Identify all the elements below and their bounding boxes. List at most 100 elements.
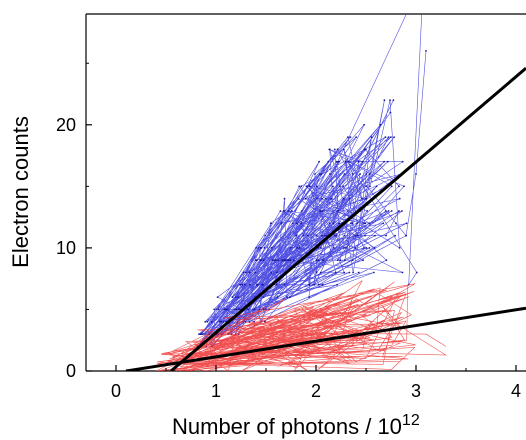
blue-series-point xyxy=(297,197,300,200)
blue-series-point xyxy=(362,259,364,262)
blue-series-point xyxy=(314,173,316,175)
blue-series-point xyxy=(401,210,403,212)
blue-series-point xyxy=(390,210,393,212)
blue-series-point xyxy=(288,259,290,262)
blue-series-point xyxy=(356,234,359,237)
blue-series-point xyxy=(365,173,368,175)
blue-series-point xyxy=(358,160,360,163)
blue-series-point xyxy=(263,247,266,249)
blue-series-point xyxy=(360,197,363,200)
blue-series-point xyxy=(338,160,341,163)
blue-series-point xyxy=(330,197,333,200)
blue-series-point xyxy=(374,234,376,237)
blue-series-point xyxy=(383,99,386,102)
blue-series-point xyxy=(322,259,324,262)
blue-series-point xyxy=(351,259,354,262)
blue-series-point xyxy=(223,308,226,311)
blue-series-point xyxy=(283,197,286,200)
blue-series-point xyxy=(271,247,273,249)
blue-series-line xyxy=(197,14,427,347)
blue-series-point xyxy=(274,259,277,262)
blue-series-point xyxy=(283,283,286,286)
axes: 0 1 2 3 4 0 10 20 xyxy=(56,62,521,401)
blue-series-point xyxy=(365,247,368,249)
blue-series-point xyxy=(257,247,260,249)
blue-series-point xyxy=(307,234,309,237)
blue-series-point xyxy=(365,197,368,200)
blue-series-point xyxy=(392,99,395,102)
blue-series-point xyxy=(395,222,397,225)
blue-series-point xyxy=(389,99,391,102)
blue-series-point xyxy=(329,173,331,175)
blue-series-point xyxy=(384,136,387,139)
blue-series-point xyxy=(385,234,387,237)
blue-series-point xyxy=(336,283,338,286)
x-axis-title: Number of photons / 1012 xyxy=(172,412,420,439)
blue-series-point xyxy=(316,197,318,200)
blue-series-point xyxy=(321,234,323,237)
blue-series-point xyxy=(390,136,392,139)
blue-series-point xyxy=(241,283,244,286)
blue-series-point xyxy=(359,173,361,175)
blue-series-point xyxy=(269,222,272,225)
blue-series-point xyxy=(383,160,385,163)
blue-series-point xyxy=(349,222,352,225)
blue-series-point xyxy=(295,234,298,237)
blue-series-point xyxy=(333,234,336,237)
blue-series-point xyxy=(226,308,229,311)
blue-series-point xyxy=(363,247,365,249)
blue-series-point xyxy=(248,283,251,286)
y-tick-label: 10 xyxy=(56,238,76,258)
blue-series-point xyxy=(352,271,354,274)
blue-series-point xyxy=(308,296,310,298)
blue-series-point xyxy=(336,259,339,262)
blue-series-point xyxy=(318,160,320,163)
blue-series-point xyxy=(348,271,351,274)
blue-series-point xyxy=(343,234,346,237)
blue-series-point xyxy=(222,320,225,323)
blue-series-point xyxy=(361,160,364,163)
blue-series-point xyxy=(204,320,207,323)
blue-series-point xyxy=(328,148,331,151)
blue-series-point xyxy=(343,259,346,262)
blue-series-point xyxy=(398,247,401,249)
blue-series-point xyxy=(425,50,427,52)
blue-series-point xyxy=(356,222,359,225)
blue-series-point xyxy=(235,308,238,311)
blue-series-point xyxy=(220,320,223,323)
blue-series-point xyxy=(242,271,245,274)
y-tick-label: 0 xyxy=(66,361,76,381)
blue-series-point xyxy=(415,271,418,274)
blue-series-point xyxy=(309,185,311,188)
blue-series-point xyxy=(370,136,373,139)
blue-series-point xyxy=(373,247,376,249)
blue-series-point xyxy=(291,210,293,212)
blue-series-point xyxy=(363,123,365,126)
blue-series-point xyxy=(233,308,236,311)
blue-series-point xyxy=(202,333,204,335)
blue-series-point xyxy=(338,185,341,188)
blue-series-point xyxy=(342,148,345,151)
blue-series-point xyxy=(206,320,209,323)
data-layer xyxy=(125,14,526,371)
blue-series-point xyxy=(315,259,318,262)
blue-series-point xyxy=(342,197,345,200)
blue-series-point xyxy=(332,185,334,188)
blue-series-point xyxy=(300,185,303,188)
blue-series-point xyxy=(343,247,345,249)
blue-series-point xyxy=(321,283,324,286)
blue-series-point xyxy=(302,234,305,237)
blue-series-point xyxy=(364,234,366,237)
blue-series-point xyxy=(339,259,342,262)
blue-series-point xyxy=(354,247,357,249)
blue-series-point xyxy=(315,271,318,274)
blue-series-point xyxy=(372,271,375,274)
blue-series-point xyxy=(349,197,351,200)
blue-series-point xyxy=(387,210,390,212)
blue-series-point xyxy=(379,123,382,126)
blue-series-point xyxy=(243,283,246,286)
blue-series-point xyxy=(403,185,405,188)
blue-series-point xyxy=(368,173,371,175)
blue-series-point xyxy=(351,222,354,225)
blue-series-point xyxy=(316,185,318,188)
